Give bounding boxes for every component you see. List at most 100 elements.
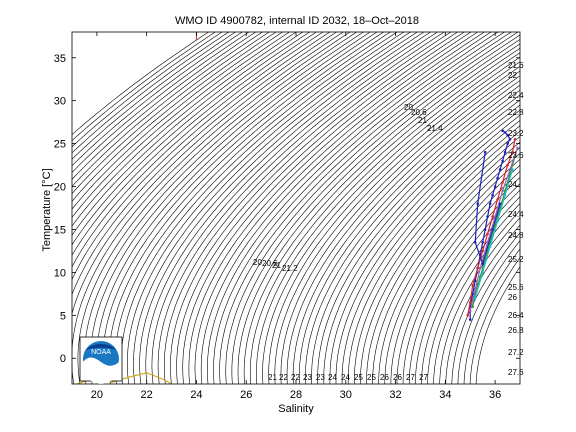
isopycnal-line [475, 266, 520, 384]
contour-label: 25 [367, 373, 376, 382]
isopycnal-line [83, 32, 364, 384]
y-tick-label: 5 [60, 310, 66, 322]
isopycnal-line [157, 32, 445, 384]
isopycnal-line [207, 32, 499, 384]
profile-point [468, 318, 472, 321]
profile-point [496, 219, 499, 223]
isopycnal-line [384, 158, 520, 384]
contour-label: 20 [253, 258, 262, 267]
profile-point [506, 142, 509, 145]
profile-point [508, 168, 512, 171]
x-tick-label: 20 [91, 389, 103, 401]
contour-label: 21 [272, 261, 281, 270]
isopycnal-line [335, 114, 520, 384]
isopycnal-line [72, 32, 283, 210]
profile-point [481, 241, 485, 244]
profile-point [468, 301, 472, 304]
profile-point [511, 150, 514, 154]
profile-point [498, 168, 502, 171]
contour-label: 27.6 [508, 368, 524, 377]
contour-label: 21.4 [427, 124, 443, 133]
x-tick-label: 24 [190, 389, 202, 401]
profile-point [488, 202, 492, 205]
profile-point [503, 150, 507, 154]
contour-label: 25.6 [508, 283, 524, 292]
isopycnal-line [329, 109, 520, 384]
isopycnal-line [213, 32, 505, 384]
isopycnal-line [323, 104, 520, 384]
y-tick-label: 10 [54, 267, 66, 279]
isopycnal-line [274, 66, 520, 384]
contour-label: 24.4 [508, 210, 524, 219]
contour-label: 26 [380, 373, 389, 382]
isopycnal-line [231, 34, 520, 384]
profile-point [478, 266, 482, 270]
profile-point [498, 202, 502, 205]
profile-point [486, 215, 489, 218]
noaa-bird-icon [86, 344, 116, 350]
contour-label: 21 [418, 116, 427, 125]
contour-label: 26 [393, 373, 402, 382]
isopycnal-line [188, 32, 478, 384]
isopycnal-line [219, 32, 512, 384]
contour-label: 22 [291, 373, 300, 382]
profile-line [467, 139, 516, 316]
isopycnal-line [72, 32, 243, 167]
profile-point [508, 138, 512, 141]
profile-point [503, 193, 507, 197]
isopycnal-line [139, 32, 425, 384]
isopycnal-line [414, 189, 520, 384]
profile-point [496, 176, 499, 180]
x-tick-label: 34 [439, 389, 451, 401]
isopycnal-line [72, 32, 331, 281]
isopycnal-line [243, 43, 520, 384]
profile-point [491, 228, 494, 231]
profile-line [472, 156, 516, 307]
profile-point [473, 288, 477, 291]
contour-label: 20 [404, 103, 413, 112]
isopycnal-line [421, 196, 520, 384]
contour-label: 21 [268, 373, 277, 382]
isopycnal-line [354, 130, 520, 384]
profile-series [76, 32, 519, 384]
isopycnal-line [262, 56, 520, 384]
contour-label: 20.6 [411, 108, 427, 117]
profile-point [493, 185, 497, 188]
isopycnal-line [463, 248, 520, 384]
x-axis-ticks: 20 22 24 26 28 30 32 34 36 [91, 32, 501, 401]
profile-point [511, 168, 514, 171]
isopycnal-line [72, 32, 351, 384]
isopycnal-line [72, 32, 317, 256]
isopycnal-line [194, 32, 485, 384]
isopycnal-line [72, 32, 216, 141]
isopycnal-line [299, 84, 520, 384]
profile-point [486, 232, 489, 236]
profile-line [474, 169, 514, 299]
contour-label: 24 [328, 373, 337, 382]
isopycnal-line [396, 170, 520, 384]
isopycnal-line [72, 32, 324, 268]
density-contours [72, 32, 520, 384]
noaa-wave-icon [83, 357, 119, 384]
profile-point [501, 180, 504, 184]
isopycnal-line [170, 32, 458, 384]
contour-label: 23 [316, 373, 325, 382]
isopycnal-line [72, 32, 270, 195]
x-axis-label: Salinity [278, 403, 314, 415]
isopycnal-line [96, 32, 378, 384]
profile-point [471, 305, 475, 309]
isopycnal-line [72, 32, 310, 246]
isopycnal-line [439, 217, 520, 384]
chart-title: WMO ID 4900782, internal ID 2032, 18–Oct… [175, 15, 419, 27]
contour-label: 21.6 [508, 61, 524, 70]
isopycnal-line [250, 47, 520, 384]
x-tick-label: 36 [489, 389, 501, 401]
isopycnal-line [433, 210, 520, 384]
y-axis-label: Temperature [°C] [41, 168, 53, 251]
x-tick-label: 32 [389, 389, 401, 401]
isopycnal-line [72, 32, 229, 154]
profile-point [513, 138, 517, 141]
isopycnal-line [280, 70, 520, 384]
y-tick-label: 0 [60, 353, 66, 365]
